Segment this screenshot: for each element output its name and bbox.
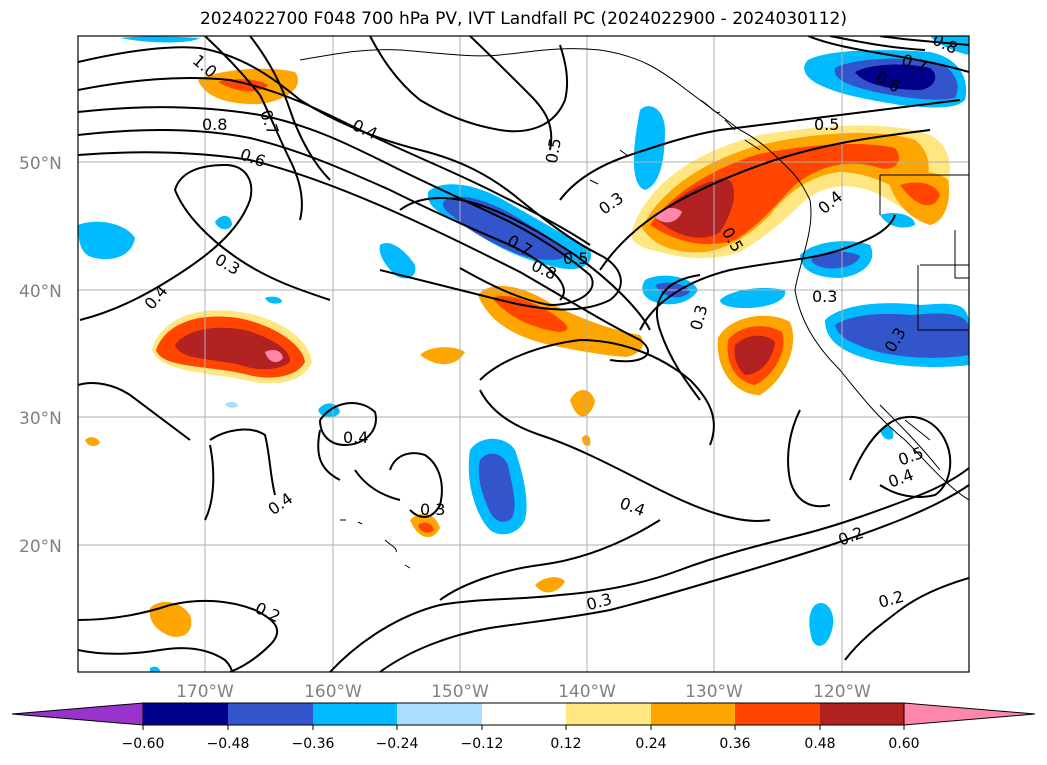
contour-label: 0.4 xyxy=(886,465,916,492)
colorbar-tick-label: −0.24 xyxy=(376,736,419,752)
negative-anomaly xyxy=(442,196,570,260)
negative-anomaly xyxy=(150,666,160,672)
colorbar-swatch xyxy=(566,703,651,725)
positive-anomaly xyxy=(85,437,100,447)
negative-anomaly xyxy=(215,215,232,230)
lon-label: 150°W xyxy=(431,682,489,702)
colorbar-swatch xyxy=(228,703,313,725)
negative-anomaly xyxy=(225,401,238,408)
contour-label: 0.4 xyxy=(343,428,368,447)
colorbar-tick-label: 0.36 xyxy=(719,736,750,752)
contour-label: 0.2 xyxy=(252,598,283,626)
longitude-labels: 170°W 160°W 150°W 140°W 130°W 120°W xyxy=(176,682,871,702)
colorbar-tick-label: 0.12 xyxy=(550,736,581,752)
lon-label: 140°W xyxy=(558,682,616,702)
positive-anomaly xyxy=(149,601,192,637)
contour-label: 0.3 xyxy=(212,250,244,279)
colorbar-tick-label: −0.12 xyxy=(461,736,504,752)
lon-label: 120°W xyxy=(813,682,871,702)
lat-label: 40°N xyxy=(19,282,62,302)
colorbar-swatch xyxy=(735,703,820,725)
negative-anomaly xyxy=(720,288,786,308)
colorbar-tick-label: −0.36 xyxy=(292,736,335,752)
negative-anomaly xyxy=(930,36,969,55)
colorbar-swatch xyxy=(313,703,397,725)
contour-label: 0.3 xyxy=(595,188,627,218)
negative-anomaly xyxy=(809,602,834,646)
colorbar-extend-high xyxy=(903,702,1036,726)
colorbar-swatch xyxy=(820,703,904,725)
lon-label: 170°W xyxy=(176,682,234,702)
positive-anomaly xyxy=(582,435,591,447)
pv-contours xyxy=(78,36,969,672)
contour-label: 0.8 xyxy=(202,115,227,134)
lat-label: 20°N xyxy=(19,537,62,557)
positive-anomaly xyxy=(535,577,565,593)
colorbar-tick-label: −0.60 xyxy=(122,736,165,752)
pc-shading xyxy=(78,36,969,672)
negative-anomaly xyxy=(379,242,416,279)
contour-label: 0.4 xyxy=(140,281,171,313)
colorbar: −0.60 −0.48 −0.36 −0.24 −0.12 0.12 0.24 … xyxy=(11,702,1036,752)
negative-anomaly xyxy=(811,251,860,269)
positive-anomaly xyxy=(265,350,283,363)
negative-anomaly xyxy=(835,313,969,358)
lon-label: 130°W xyxy=(685,682,743,702)
contour-label: 0.4 xyxy=(264,489,296,519)
lat-label: 30°N xyxy=(19,409,62,429)
colorbar-extend-low xyxy=(11,702,144,726)
negative-anomaly xyxy=(78,221,135,260)
contour-label: 0.4 xyxy=(617,493,647,520)
colorbar-swatch xyxy=(143,703,228,725)
colorbar-swatch xyxy=(482,703,566,725)
contour-label: 0.6 xyxy=(238,144,268,171)
positive-anomaly xyxy=(570,390,595,417)
negative-anomaly xyxy=(855,64,936,90)
positive-anomaly xyxy=(418,522,434,533)
positive-anomaly xyxy=(175,327,291,370)
colorbar-swatch xyxy=(397,703,482,725)
colorbar-tick-label: 0.48 xyxy=(804,736,835,752)
coastlines xyxy=(299,48,969,569)
contour-label: 0.5 xyxy=(563,249,588,268)
positive-anomaly xyxy=(420,347,465,365)
lat-label: 50°N xyxy=(19,154,62,174)
colorbar-tick-label: −0.48 xyxy=(207,736,250,752)
contour-label: 0.7 xyxy=(256,107,283,137)
contour-label: 0.5 xyxy=(896,443,926,470)
contour-label: 0.4 xyxy=(349,115,380,143)
positive-anomaly xyxy=(492,295,568,332)
lon-label: 160°W xyxy=(304,682,362,702)
negative-anomaly xyxy=(265,296,282,304)
negative-anomaly xyxy=(880,213,915,228)
contour-label: 0.3 xyxy=(812,287,837,306)
contour-label: 0.3 xyxy=(420,500,445,519)
negative-anomaly xyxy=(880,426,894,440)
positive-anomaly xyxy=(734,335,775,375)
positive-anomaly xyxy=(900,182,940,206)
map-frame xyxy=(77,35,970,673)
colorbar-tick-label: 0.24 xyxy=(635,736,666,752)
negative-anomaly xyxy=(478,453,515,522)
contour-label: 0.5 xyxy=(542,136,565,164)
colorbar-swatch xyxy=(651,703,735,725)
contour-label: 0.2 xyxy=(836,523,866,550)
colorbar-tick-label: 0.60 xyxy=(888,736,919,752)
contour-label: 0.5 xyxy=(814,115,839,134)
negative-anomaly xyxy=(120,36,200,43)
contour-label: 0.3 xyxy=(686,303,711,333)
latitude-labels: 50°N 40°N 30°N 20°N xyxy=(19,154,62,557)
chart-title: 2024022700 F048 700 hPa PV, IVT Landfall… xyxy=(199,9,847,29)
